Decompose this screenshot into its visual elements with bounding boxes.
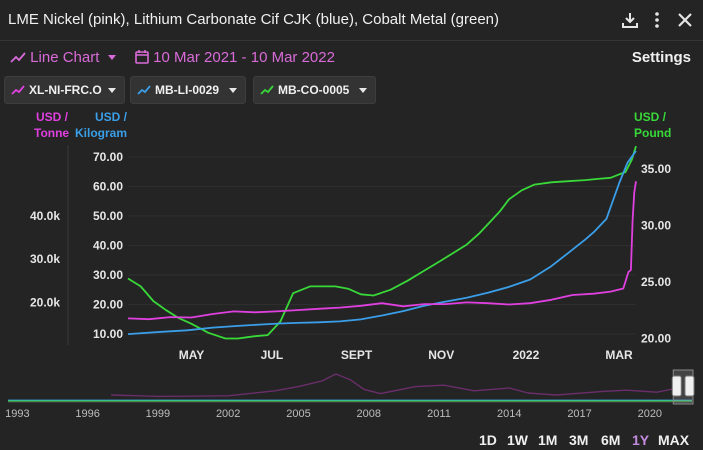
cobalt-tick-label: 30.00 [641, 218, 671, 232]
nickel-unit-line: Tonne [34, 126, 70, 140]
series-line-icon [137, 85, 151, 95]
range-button-1w[interactable]: 1W [507, 432, 528, 448]
range-button-3m[interactable]: 3M [569, 432, 589, 448]
series-chip-lithium[interactable]: MB-LI-0029 [130, 76, 246, 104]
navigator-tick-label: 2008 [356, 408, 380, 420]
lithium-tick-label: 70.00 [93, 150, 123, 164]
lithium-tick-label: 30.00 [93, 268, 123, 282]
series-chip-label: XL-NI-FRC.O [29, 83, 102, 97]
date-range-label: 10 Mar 2021 - 10 Mar 2022 [153, 49, 335, 66]
lithium-tick-label: 50.00 [93, 209, 123, 223]
chevron-down-icon [107, 55, 116, 60]
series-line-icon [11, 85, 25, 95]
chart-type-label: Line Chart [30, 49, 100, 66]
series-selector-bar: XL-NI-FRC.O MB-LI-0029 MB-CO-0005 [0, 76, 703, 106]
chart-title: LME Nickel (pink), Lithium Carbonate Cif… [8, 11, 500, 28]
title-bar: LME Nickel (pink), Lithium Carbonate Cif… [0, 0, 703, 41]
x-tick-label: MAR [605, 348, 633, 362]
range-button-max[interactable]: MAX [658, 432, 690, 448]
cobalt-tick-label: 20.00 [641, 331, 671, 345]
x-tick-label: MAY [179, 348, 205, 362]
x-tick-label: SEPT [341, 348, 373, 362]
download-icon[interactable] [620, 10, 640, 30]
navigator-tick-label: 2014 [497, 408, 521, 420]
lithium-series-line [127, 150, 637, 335]
navigator-background [8, 370, 692, 402]
series-line-icon [260, 85, 274, 95]
chevron-down-icon [108, 88, 116, 93]
nickel-unit-line: USD / [35, 110, 68, 124]
chart-toolbar: Line Chart 10 Mar 2021 - 10 Mar 2022 Set… [0, 41, 703, 73]
cobalt-unit-line: USD / [634, 110, 667, 124]
range-button-1d[interactable]: 1D [479, 432, 497, 448]
navigator-tick-label: 1999 [146, 408, 170, 420]
range-button-6m[interactable]: 6M [601, 432, 621, 448]
lithium-unit-line: Kilogram [74, 126, 127, 140]
series-chip-label: MB-CO-0005 [278, 83, 350, 97]
navigator-tick-label: 2017 [567, 408, 591, 420]
navigator-tick-label: 2020 [638, 408, 662, 420]
date-range-picker[interactable]: 10 Mar 2021 - 10 Mar 2022 [135, 49, 335, 66]
cobalt-unit-label: USD / Pound [634, 109, 671, 141]
navigator-nickel-line [111, 373, 679, 398]
chevron-down-icon [359, 88, 367, 93]
range-button-1m[interactable]: 1M [538, 432, 558, 448]
x-tick-label: NOV [428, 348, 454, 362]
nickel-unit-label: USD / Tonne [34, 109, 70, 141]
nickel-tick-label: 30.0k [30, 252, 60, 266]
range-button-1y[interactable]: 1Y [632, 432, 650, 448]
navigator-handle-right[interactable] [684, 375, 695, 397]
settings-button[interactable]: Settings [631, 49, 691, 66]
series-chip-cobalt[interactable]: MB-CO-0005 [253, 76, 376, 104]
nickel-series-line [127, 181, 637, 321]
lithium-tick-label: 40.00 [93, 238, 123, 252]
lithium-tick-label: 20.00 [93, 298, 123, 312]
chart-type-dropdown[interactable]: Line Chart [10, 49, 116, 66]
x-tick-label: 2022 [513, 348, 540, 362]
calendar-icon [135, 50, 149, 64]
lithium-tick-label: 60.00 [93, 179, 123, 193]
navigator-tick-label: 1993 [5, 408, 29, 420]
series-chip-nickel[interactable]: XL-NI-FRC.O [4, 76, 125, 104]
cobalt-unit-line: Pound [634, 126, 672, 140]
cobalt-tick-label: 35.00 [641, 162, 671, 176]
more-vertical-icon[interactable] [647, 10, 667, 30]
close-icon[interactable] [675, 10, 695, 30]
navigator-handle-left[interactable] [671, 375, 682, 397]
lithium-tick-label: 10.00 [93, 327, 123, 341]
nickel-tick-label: 40.0k [30, 209, 60, 223]
navigator-tick-label: 2011 [427, 408, 451, 420]
lithium-unit-label: USD / Kilogram [74, 109, 127, 141]
navigator-tick-label: 2002 [216, 408, 240, 420]
nickel-tick-label: 20.0k [30, 295, 60, 309]
chevron-down-icon [229, 88, 237, 93]
cobalt-series-line [127, 145, 637, 340]
x-tick-label: JUL [261, 348, 284, 362]
line-chart-icon [10, 52, 26, 63]
lithium-unit-line: USD / [94, 110, 127, 124]
cobalt-tick-label: 25.00 [641, 275, 671, 289]
navigator-tick-label: 2005 [286, 408, 310, 420]
series-chip-label: MB-LI-0029 [155, 83, 220, 97]
navigator-tick-label: 1996 [75, 408, 99, 420]
